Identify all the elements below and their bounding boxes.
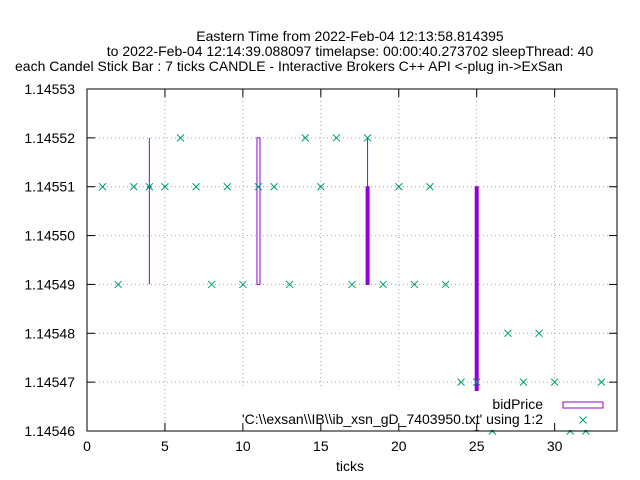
x-tick-label: 0 <box>83 438 91 454</box>
legend-swatch-bidprice <box>562 401 604 409</box>
data-point-stroke <box>301 134 310 142</box>
data-point <box>550 378 559 386</box>
data-point-stroke <box>239 280 247 289</box>
data-point <box>394 182 403 191</box>
chart-title: Eastern Time from 2022-Feb-04 12:13:58.8… <box>15 28 593 74</box>
data-point <box>301 134 310 142</box>
candle-body-up <box>256 137 261 285</box>
data-point <box>192 182 200 191</box>
data-point-stroke <box>129 182 138 191</box>
axis-ticks: 1.14546 1.14547 1.14548 1.14549 1.14550 1.145… <box>24 81 617 454</box>
data-point <box>207 280 216 289</box>
y-tick-label: 1.14552 <box>24 130 75 146</box>
y-tick-label: 1.14551 <box>24 179 75 195</box>
data-point <box>519 378 528 386</box>
x-tick-label: 5 <box>161 438 169 454</box>
grid <box>87 89 617 431</box>
data-point <box>332 134 341 142</box>
data-point <box>114 280 123 289</box>
x-tick-label: 15 <box>313 438 329 454</box>
data-point <box>223 182 232 191</box>
data-point-stroke <box>192 182 200 191</box>
data-point-stroke <box>410 280 419 289</box>
data-point <box>504 329 512 338</box>
data-point-stroke <box>316 182 325 191</box>
data-point <box>145 182 154 191</box>
y-tick-label: 1.14547 <box>24 374 75 390</box>
x-tick-label: 10 <box>235 438 251 454</box>
data-point <box>270 182 278 191</box>
legend: bidPrice'C:\\exsan\\IB\\ib_xsn_gD_740395… <box>205 391 615 430</box>
data-point <box>535 329 543 338</box>
x-axis-label: ticks <box>336 458 364 474</box>
data-point-stroke <box>285 280 294 289</box>
y-tick-label: 1.14550 <box>24 228 75 244</box>
y-tick-label: 1.14548 <box>24 325 75 341</box>
data-point-stroke <box>363 134 372 142</box>
data-point-stroke <box>519 378 528 386</box>
data-point <box>285 280 294 289</box>
data-point-stroke <box>441 280 450 289</box>
data-point-stroke <box>348 280 356 289</box>
legend-background <box>205 391 615 430</box>
data-point <box>441 280 450 289</box>
data-point <box>348 280 356 289</box>
data-point-stroke <box>472 378 481 386</box>
title-line-1: Eastern Time from 2022-Feb-04 12:13:58.8… <box>196 28 504 44</box>
data-point-stroke <box>207 280 216 289</box>
data-point <box>98 182 107 191</box>
data-point-stroke <box>254 182 263 191</box>
data-point-stroke <box>394 182 403 191</box>
legend-label-bidprice: bidPrice <box>492 396 543 412</box>
data-point-stroke <box>535 329 543 338</box>
data-point-stroke <box>223 182 232 191</box>
data-point <box>472 378 481 386</box>
data-point <box>426 182 434 191</box>
data-point-stroke <box>379 280 388 289</box>
title-line-3: each Candel Stick Bar : 7 ticks CANDLE -… <box>15 58 563 74</box>
y-tick-label: 1.14546 <box>24 423 75 439</box>
data-point <box>597 378 606 386</box>
x-tick-label: 25 <box>469 438 485 454</box>
data-point-stroke <box>504 329 512 338</box>
title-line-2: to 2022-Feb-04 12:14:39.088097 timelapse… <box>107 43 594 59</box>
data-point-stroke <box>332 134 341 142</box>
data-point-stroke <box>457 378 465 386</box>
y-tick-label: 1.14549 <box>24 276 75 292</box>
scatter-points <box>98 134 606 435</box>
x-tick-label: 30 <box>547 438 563 454</box>
data-point <box>129 182 138 191</box>
data-point <box>254 182 263 191</box>
data-point-stroke <box>98 182 107 191</box>
x-tick-label: 20 <box>391 438 407 454</box>
data-point <box>363 134 372 142</box>
data-point-stroke <box>176 134 185 142</box>
data-point <box>239 280 247 289</box>
candle-body-down <box>365 186 370 285</box>
data-point-stroke <box>426 182 434 191</box>
data-point-stroke <box>550 378 559 386</box>
data-point-stroke <box>270 182 278 191</box>
data-point <box>161 182 169 191</box>
data-point <box>176 134 185 142</box>
data-point <box>316 182 325 191</box>
data-point-stroke <box>114 280 123 289</box>
y-tick-label: 1.14553 <box>24 81 75 97</box>
data-point-stroke <box>145 182 154 191</box>
data-point-stroke <box>161 182 169 191</box>
legend-marker-stroke <box>579 416 587 424</box>
plot-border <box>86 88 618 432</box>
data-point-stroke <box>597 378 606 386</box>
bidprice-candles <box>147 137 479 432</box>
data-point <box>379 280 388 289</box>
legend-label-data-file: 'C:\\exsan\\IB\\ib_xsn_gD_7403950.txt' u… <box>242 411 543 427</box>
data-point <box>410 280 419 289</box>
data-point <box>457 378 465 386</box>
